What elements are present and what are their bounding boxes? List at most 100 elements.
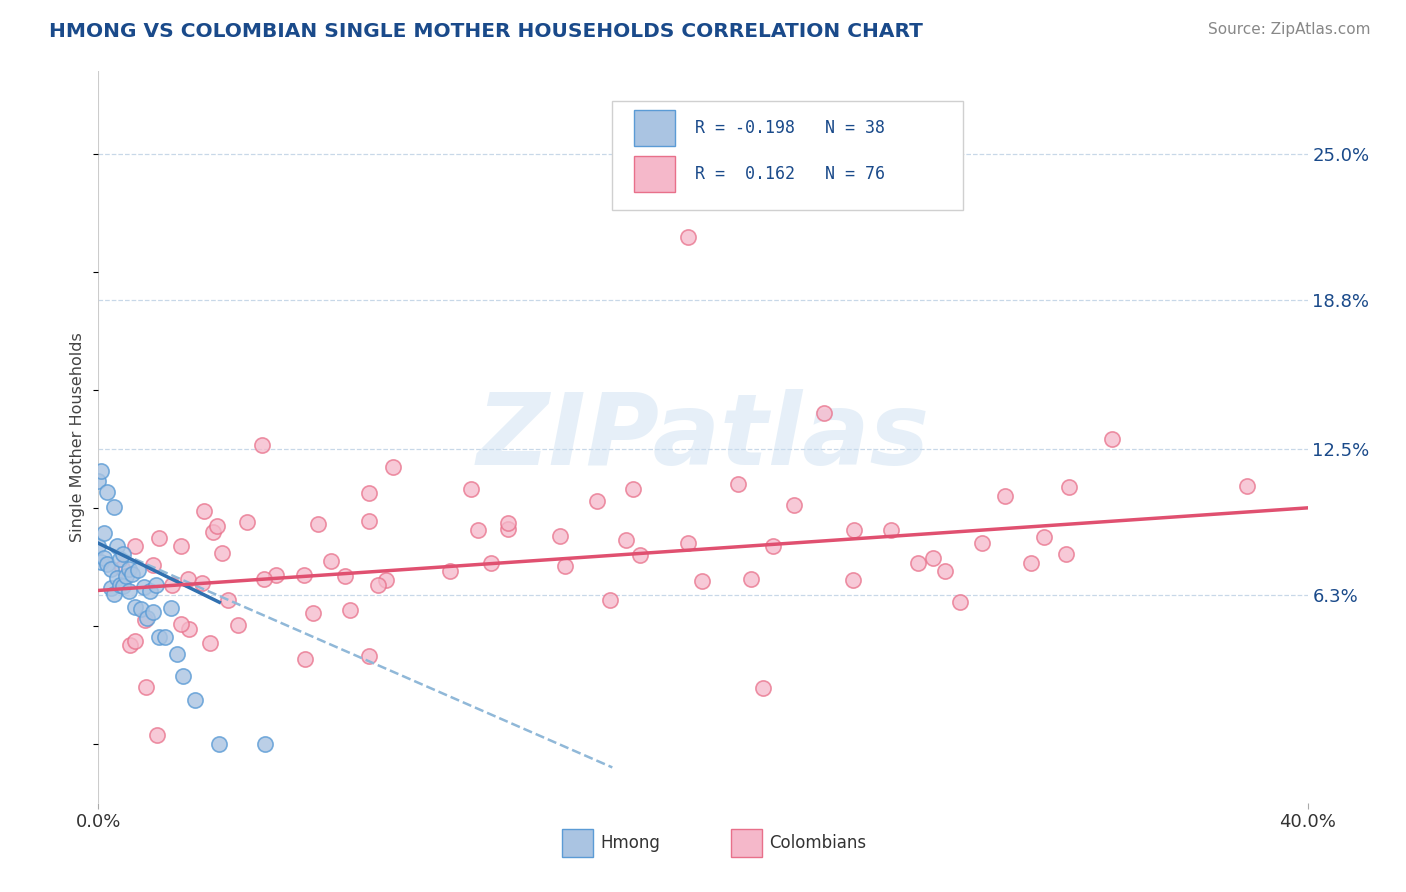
Point bbox=[236, 515, 259, 529]
Point bbox=[623, 482, 645, 496]
Point bbox=[103, 586, 125, 600]
Point bbox=[170, 616, 193, 631]
Point bbox=[145, 578, 167, 592]
Point bbox=[970, 536, 993, 550]
Point bbox=[108, 551, 131, 566]
Point bbox=[359, 514, 381, 528]
Point bbox=[307, 517, 329, 532]
Point bbox=[184, 693, 207, 707]
Point bbox=[628, 548, 651, 562]
Point bbox=[124, 633, 146, 648]
Point bbox=[100, 581, 122, 595]
Point bbox=[118, 584, 141, 599]
Text: ZIPatlas: ZIPatlas bbox=[477, 389, 929, 485]
Point bbox=[357, 486, 380, 500]
Point bbox=[548, 529, 571, 543]
FancyBboxPatch shape bbox=[561, 829, 593, 857]
Point bbox=[479, 556, 502, 570]
Text: Colombians: Colombians bbox=[769, 834, 866, 852]
Point bbox=[813, 407, 835, 421]
Point bbox=[253, 737, 276, 751]
Point bbox=[201, 525, 224, 540]
Point bbox=[208, 737, 231, 751]
Point bbox=[120, 638, 142, 652]
Point bbox=[153, 630, 176, 644]
Point bbox=[200, 636, 222, 650]
Point bbox=[124, 599, 146, 614]
Point bbox=[934, 564, 956, 578]
Point bbox=[994, 489, 1017, 503]
Point bbox=[148, 531, 170, 545]
Point bbox=[690, 574, 713, 588]
Point bbox=[121, 566, 143, 581]
Point bbox=[676, 536, 699, 550]
Point bbox=[90, 464, 112, 478]
Point bbox=[166, 647, 188, 661]
Point bbox=[264, 567, 287, 582]
Point bbox=[339, 603, 361, 617]
Point bbox=[496, 522, 519, 536]
Point bbox=[374, 573, 396, 587]
Point bbox=[333, 568, 356, 582]
Point bbox=[100, 562, 122, 576]
Point bbox=[205, 518, 228, 533]
Point bbox=[108, 578, 131, 592]
Point bbox=[460, 482, 482, 496]
FancyBboxPatch shape bbox=[634, 110, 675, 145]
FancyBboxPatch shape bbox=[731, 829, 762, 857]
Point bbox=[142, 558, 165, 573]
Point bbox=[585, 494, 607, 508]
Point bbox=[111, 578, 134, 592]
Text: Hmong: Hmong bbox=[600, 834, 659, 852]
Point bbox=[880, 524, 903, 538]
FancyBboxPatch shape bbox=[613, 101, 963, 211]
Point bbox=[111, 547, 134, 561]
Point bbox=[783, 498, 806, 512]
Point bbox=[148, 630, 170, 644]
Point bbox=[124, 539, 146, 553]
Point bbox=[250, 437, 273, 451]
Point bbox=[439, 564, 461, 578]
Point bbox=[90, 554, 112, 568]
Point bbox=[382, 460, 405, 475]
Point bbox=[179, 623, 201, 637]
Point bbox=[727, 476, 749, 491]
Point bbox=[127, 563, 149, 577]
Point bbox=[292, 567, 315, 582]
Point bbox=[844, 523, 866, 537]
Point bbox=[302, 607, 325, 621]
Point bbox=[134, 613, 156, 627]
Point bbox=[96, 558, 118, 572]
Point bbox=[129, 602, 152, 616]
Point bbox=[599, 593, 621, 607]
Point bbox=[193, 504, 215, 518]
Point bbox=[105, 540, 128, 554]
Point bbox=[103, 500, 125, 514]
Point bbox=[211, 546, 233, 560]
Point bbox=[467, 523, 489, 537]
Point bbox=[160, 600, 183, 615]
Point bbox=[319, 554, 342, 568]
Point bbox=[1032, 530, 1054, 544]
Point bbox=[114, 569, 136, 583]
Point bbox=[132, 580, 155, 594]
Point bbox=[762, 539, 785, 553]
Point bbox=[93, 551, 115, 566]
Point bbox=[294, 652, 316, 666]
Point bbox=[949, 594, 972, 608]
Point bbox=[118, 562, 141, 576]
Point bbox=[87, 474, 110, 488]
Y-axis label: Single Mother Households: Single Mother Households bbox=[70, 332, 86, 542]
Point bbox=[96, 485, 118, 500]
Text: R =  0.162   N = 76: R = 0.162 N = 76 bbox=[695, 165, 884, 183]
Point bbox=[1054, 547, 1077, 561]
Point bbox=[93, 525, 115, 540]
Point bbox=[146, 727, 169, 741]
Point bbox=[676, 229, 699, 244]
Point bbox=[554, 558, 576, 573]
Point bbox=[191, 575, 214, 590]
FancyBboxPatch shape bbox=[634, 156, 675, 192]
Point bbox=[614, 533, 637, 548]
Point bbox=[135, 610, 157, 624]
Point bbox=[177, 572, 200, 586]
